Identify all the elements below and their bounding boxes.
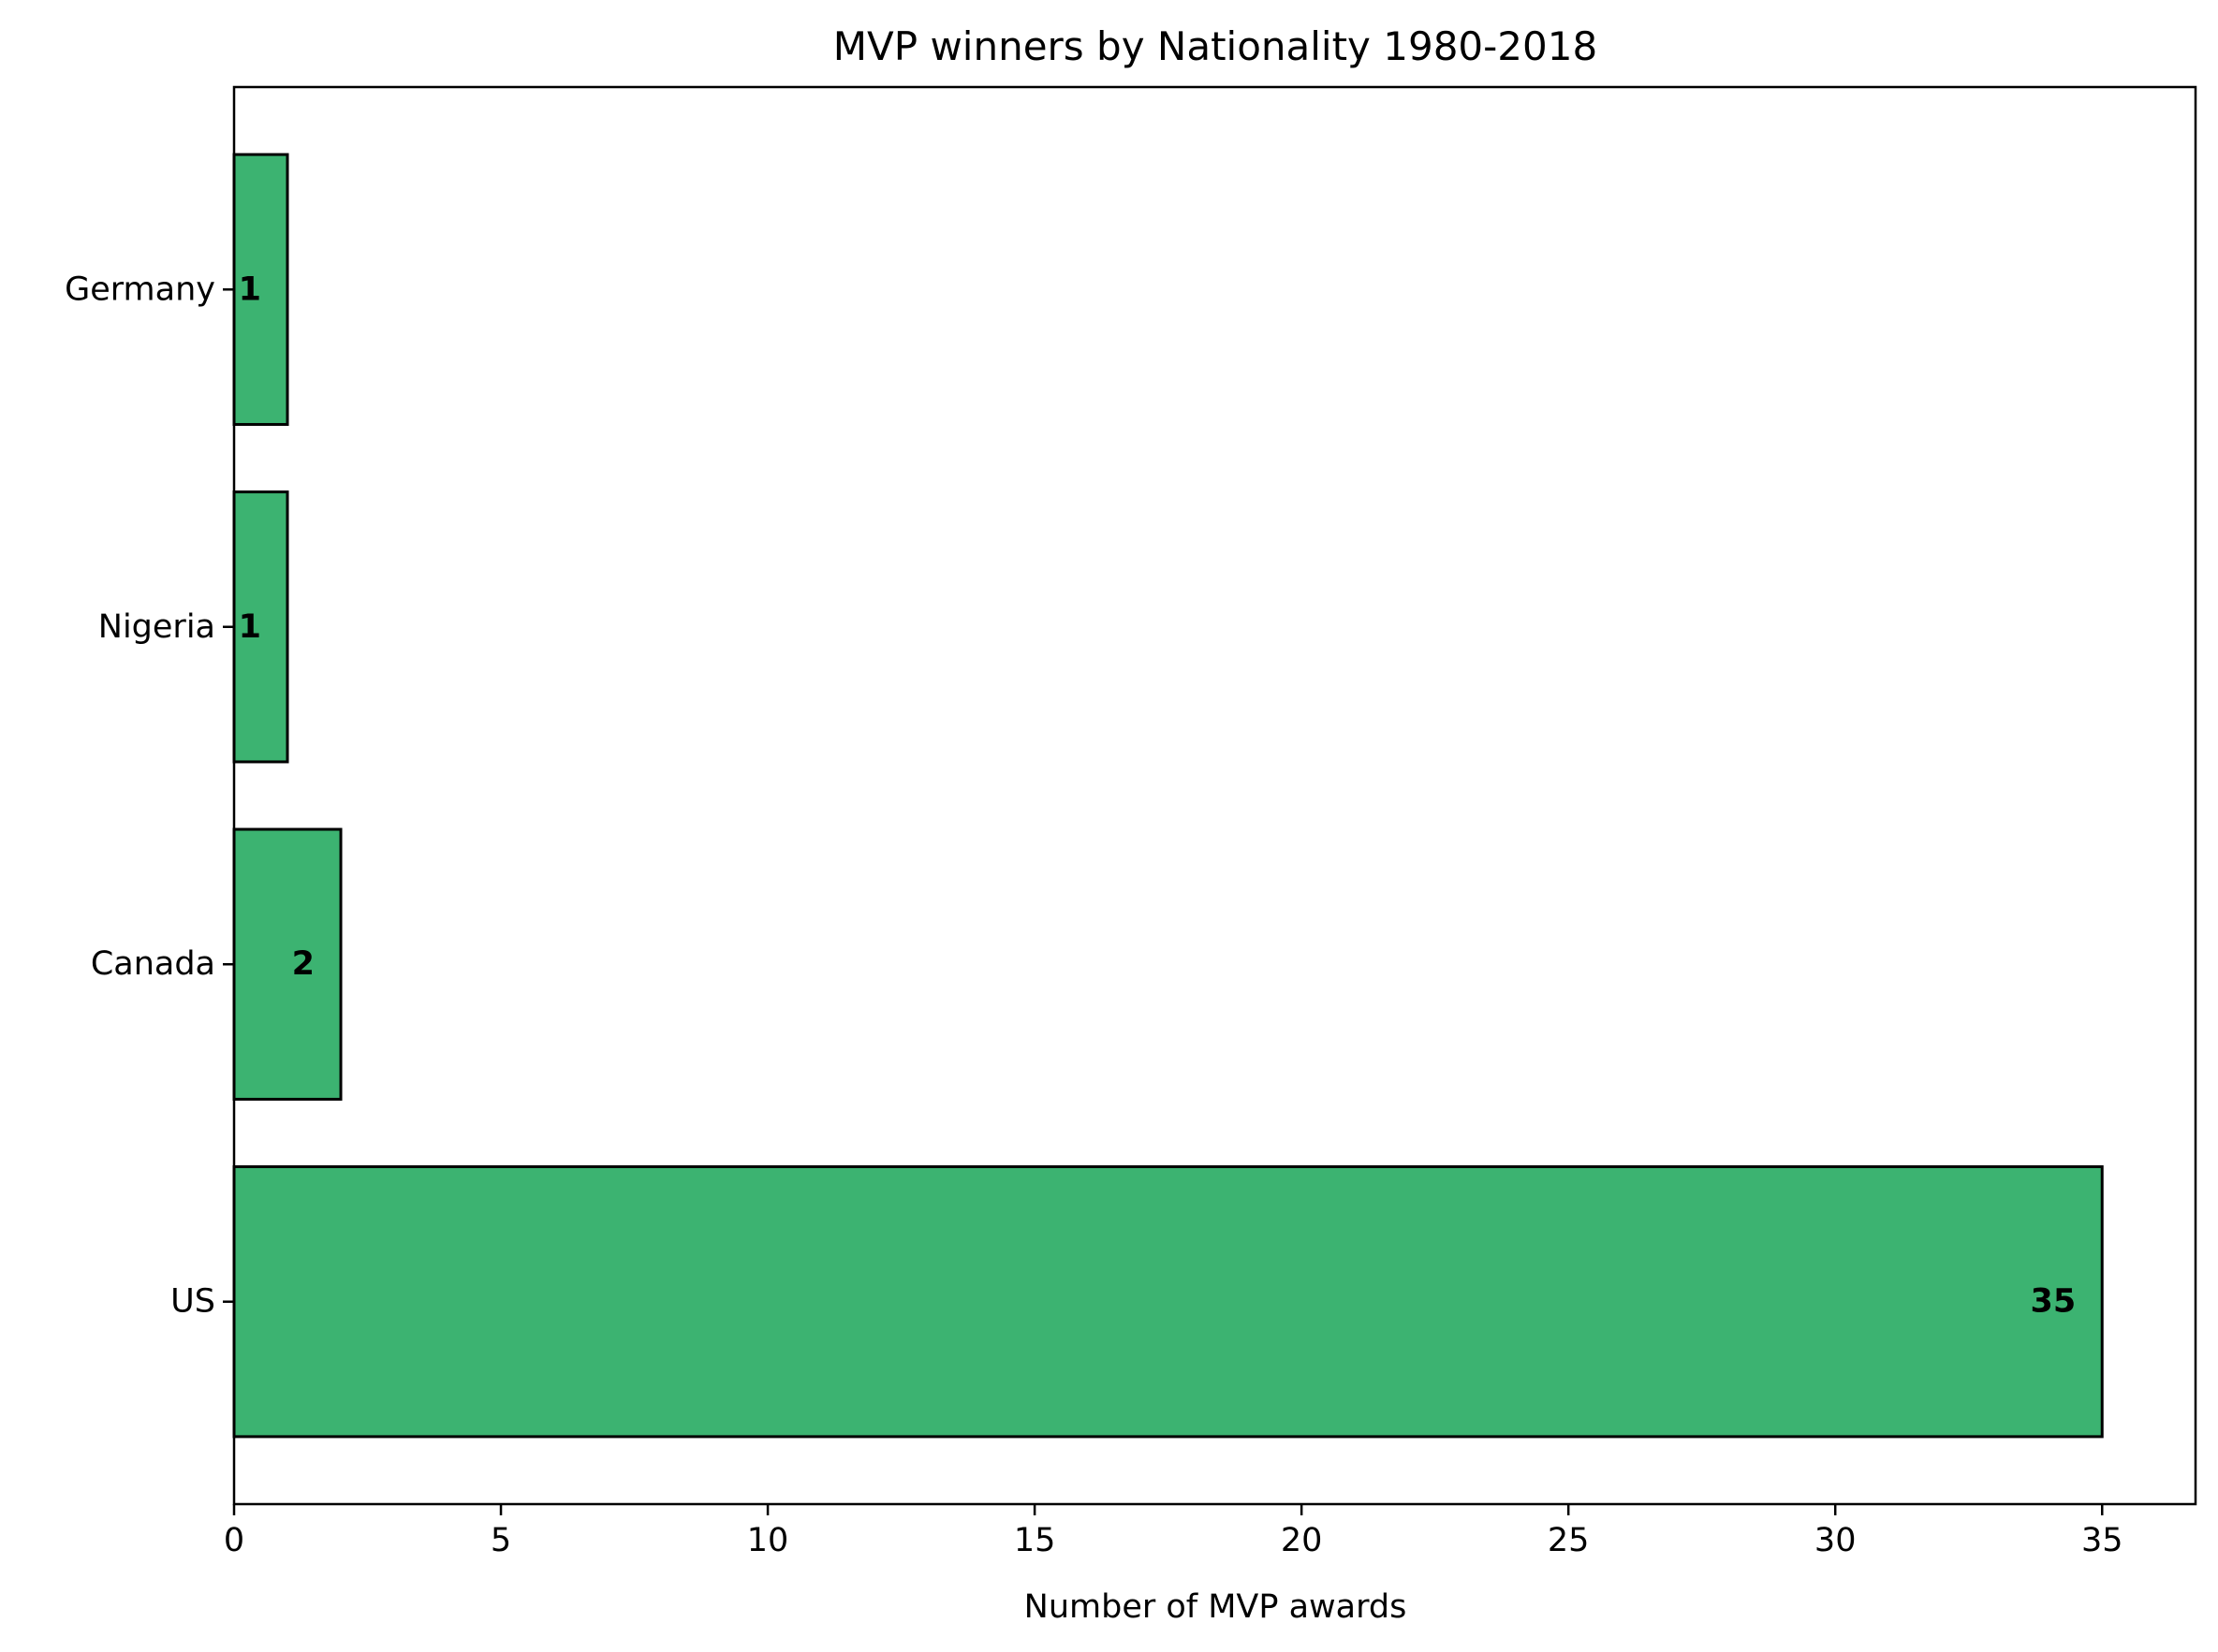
x-tick-label: 5 xyxy=(491,1522,511,1559)
y-tick-label: Germany xyxy=(65,270,215,308)
bar-canada xyxy=(232,827,343,1101)
y-tick-label: US xyxy=(170,1283,215,1321)
data-labels-layer: 35 2 1 1 xyxy=(239,270,2077,1320)
x-tick-label: 0 xyxy=(224,1522,244,1559)
x-tick-label: 15 xyxy=(1014,1522,1056,1559)
data-label-germany: 1 xyxy=(239,270,261,308)
data-label-canada: 2 xyxy=(292,945,315,983)
bar-nigeria xyxy=(232,490,289,764)
y-tick-label: Canada xyxy=(91,945,215,983)
x-tick-label: 30 xyxy=(1814,1522,1857,1559)
x-axis: 0 5 10 15 20 25 30 35 xyxy=(224,1504,2123,1559)
x-axis-title: Number of MVP awards xyxy=(1024,1588,1407,1626)
data-label-nigeria: 1 xyxy=(239,608,261,646)
y-tick-label: Nigeria xyxy=(98,608,215,646)
x-tick-label: 35 xyxy=(2081,1522,2123,1559)
data-label-us: 35 xyxy=(2031,1283,2077,1321)
x-tick-label: 20 xyxy=(1281,1522,1323,1559)
bar-germany xyxy=(232,153,289,426)
plot-area-frame xyxy=(232,85,2197,1506)
bar-us xyxy=(232,1165,2104,1439)
x-tick-label: 25 xyxy=(1548,1522,1590,1559)
bars-layer xyxy=(232,153,2104,1439)
chart-title: MVP winners by Nationality 1980-2018 xyxy=(833,23,1597,69)
x-tick-label: 10 xyxy=(747,1522,789,1559)
y-axis: US Canada Nigeria Germany xyxy=(65,270,234,1321)
